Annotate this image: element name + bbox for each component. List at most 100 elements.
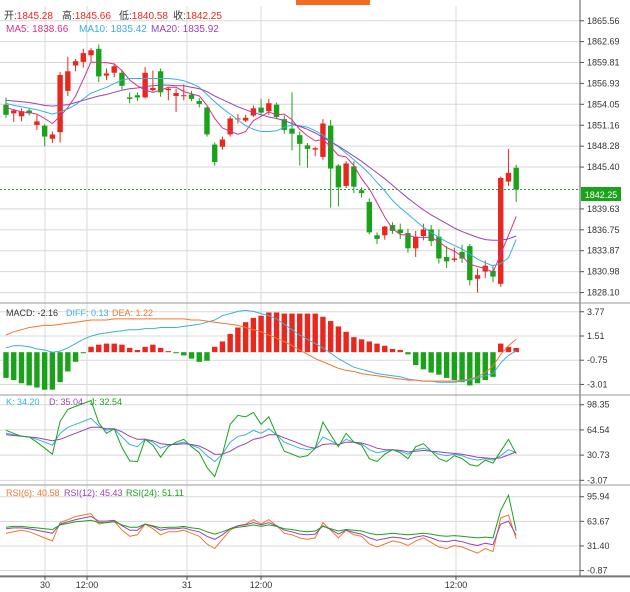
macd-bar-pos bbox=[281, 313, 287, 353]
price-tick-label-2: 1859.81 bbox=[587, 58, 620, 68]
legend-macd: MACD: -2.16 bbox=[6, 308, 58, 318]
macd-bar-pos bbox=[312, 313, 318, 353]
candle-up bbox=[181, 95, 187, 97]
current-price-label: 1842.25 bbox=[585, 190, 618, 200]
macd-bar-pos bbox=[157, 347, 164, 353]
macd-bar-pos bbox=[165, 351, 172, 353]
price-panel[interactable] bbox=[0, 44, 580, 293]
candle-up bbox=[88, 50, 94, 56]
macd-line-dea bbox=[5, 318, 517, 382]
candle-down bbox=[467, 246, 473, 281]
x-label-1200-b: 12:00 bbox=[250, 580, 273, 590]
candle-down bbox=[281, 119, 287, 131]
macd-bar-pos bbox=[397, 350, 403, 353]
legend-k: K: 34.20 bbox=[6, 397, 40, 407]
rsi-line-2 bbox=[5, 493, 517, 539]
candle-down bbox=[513, 167, 519, 190]
kdj-tick-label-1: 64.54 bbox=[587, 425, 610, 435]
macd-bar-pos bbox=[250, 317, 257, 353]
x-label-31: 31 bbox=[182, 580, 192, 590]
rsi-line-0 bbox=[5, 512, 517, 554]
candle-down bbox=[273, 104, 280, 117]
macd-bar-neg bbox=[49, 352, 56, 390]
macd-bar-neg bbox=[11, 352, 17, 381]
macd-bar-neg bbox=[57, 352, 63, 383]
macd-tick-label-3: -3.01 bbox=[587, 379, 608, 389]
legend-rsi12: RSI(12): 45.43 bbox=[64, 488, 123, 498]
macd-bar-pos bbox=[126, 347, 133, 353]
macd-bar-neg bbox=[428, 352, 434, 373]
current-price-badge bbox=[581, 187, 621, 201]
macd-bar-neg bbox=[41, 352, 48, 390]
macd-bar-pos bbox=[96, 344, 102, 353]
candle-down bbox=[304, 145, 311, 149]
candle-up bbox=[266, 103, 272, 112]
macd-bar-pos bbox=[505, 346, 512, 353]
macd-bar-pos bbox=[103, 343, 110, 353]
macd-bar-pos bbox=[242, 322, 249, 353]
macd-bar-pos bbox=[212, 346, 218, 353]
rsi-tick-label-1: 63.67 bbox=[587, 516, 610, 526]
rsi-tick-label-3: -0.87 bbox=[587, 566, 608, 576]
macd-bar-neg bbox=[181, 352, 187, 356]
candle-up bbox=[474, 275, 481, 279]
candle-up bbox=[505, 172, 512, 182]
macd-bar-neg bbox=[80, 352, 86, 354]
macd-bar-neg bbox=[34, 352, 40, 388]
candle-down bbox=[188, 94, 195, 99]
macd-bar-pos bbox=[142, 346, 148, 353]
candle-up bbox=[412, 236, 419, 249]
candle-down bbox=[289, 128, 295, 134]
candle-down bbox=[196, 101, 202, 104]
candle-up bbox=[142, 72, 148, 98]
candle-down bbox=[126, 97, 133, 99]
price-tick-label-10: 1833.87 bbox=[587, 246, 620, 256]
macd-bar-pos bbox=[351, 337, 357, 353]
info-open: 开:1845.28 bbox=[4, 11, 53, 22]
kdj-panel[interactable] bbox=[5, 399, 517, 478]
price-tick-label-4: 1854.05 bbox=[587, 99, 620, 109]
macd-bar-pos bbox=[366, 341, 373, 353]
x-label-1200-a: 12:00 bbox=[76, 580, 99, 590]
candle-down bbox=[134, 95, 141, 98]
candle-up bbox=[320, 123, 326, 157]
macd-bar-pos bbox=[219, 341, 226, 353]
info-close: 收:1842.25 bbox=[173, 9, 222, 22]
candle-down bbox=[436, 236, 442, 259]
macd-bar-pos bbox=[111, 343, 117, 353]
candle-up bbox=[165, 88, 172, 91]
macd-bar-neg bbox=[490, 352, 496, 377]
top-tab-indicator bbox=[296, 0, 370, 5]
macd-bar-neg bbox=[443, 352, 450, 378]
candle-down bbox=[405, 233, 411, 249]
legend-ma20: MA20: 1835.92 bbox=[151, 24, 219, 35]
candle-down bbox=[212, 144, 218, 162]
candle-down bbox=[374, 235, 380, 239]
candle-up bbox=[227, 118, 233, 135]
ma-line-ma20 bbox=[5, 84, 517, 241]
x-label-30: 30 bbox=[40, 580, 50, 590]
candle-up bbox=[34, 121, 40, 125]
candle-up bbox=[173, 93, 179, 96]
price-tick-label-5: 1851.16 bbox=[587, 120, 620, 130]
macd-bar-pos bbox=[266, 312, 272, 353]
candle-up bbox=[451, 258, 458, 260]
macd-bar-neg bbox=[72, 352, 79, 362]
candle-up bbox=[235, 118, 241, 120]
rsi-panel[interactable] bbox=[5, 493, 517, 554]
price-tick-label-8: 1839.63 bbox=[587, 204, 620, 214]
grid-layer bbox=[0, 6, 580, 576]
macd-panel[interactable] bbox=[3, 309, 519, 390]
macd-bar-pos bbox=[374, 343, 380, 353]
candle-up bbox=[250, 108, 257, 116]
macd-bar-neg bbox=[451, 352, 458, 381]
candle-up bbox=[150, 87, 156, 91]
candle-up bbox=[18, 111, 25, 117]
macd-bar-neg bbox=[65, 352, 71, 372]
macd-bar-pos bbox=[513, 347, 519, 353]
price-tick-label-9: 1836.75 bbox=[587, 225, 620, 235]
legend-ma5: MA5: 1838.66 bbox=[6, 24, 69, 35]
candle-up bbox=[65, 71, 71, 91]
price-tick-label-6: 1848.28 bbox=[587, 141, 620, 151]
